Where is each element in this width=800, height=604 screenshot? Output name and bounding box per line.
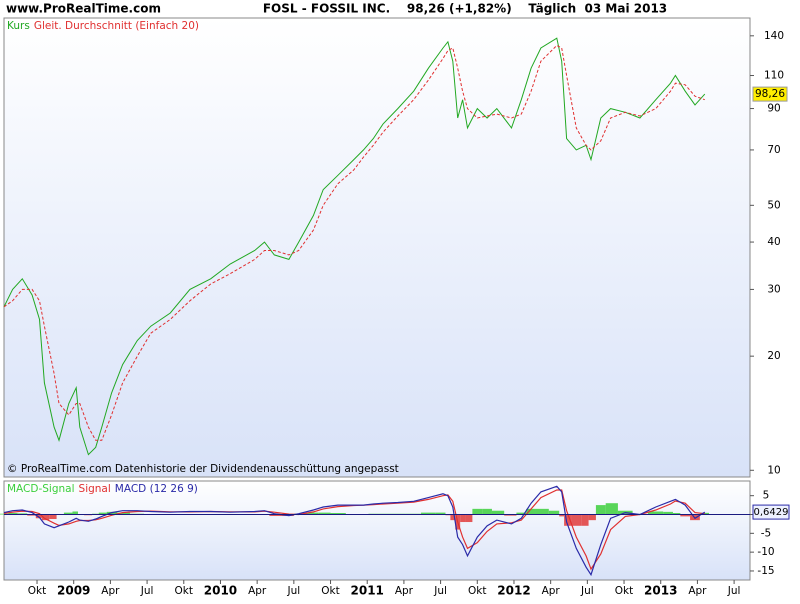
histogram-bar xyxy=(460,515,465,523)
x-tick-label: Jul xyxy=(727,585,741,597)
x-tick-label: 2013 xyxy=(644,584,677,598)
site-header: www.ProRealTime.com xyxy=(6,2,161,16)
histogram-bar xyxy=(492,511,504,515)
y-tick-label: -5 xyxy=(761,527,771,539)
histogram-bar xyxy=(589,515,596,521)
histogram-bar xyxy=(596,505,606,514)
x-tick-label: Jul xyxy=(287,585,301,597)
macd-panel xyxy=(4,481,750,580)
x-tick-label: 2010 xyxy=(204,584,237,598)
legend-entry: MACD (12 26 9) xyxy=(115,483,198,495)
x-tick-label: 2012 xyxy=(497,584,530,598)
y-tick-label: 20 xyxy=(767,350,780,362)
legend-entry: MACD-Signal xyxy=(7,483,75,495)
histogram-bar xyxy=(606,503,618,514)
legend-entry: Gleit. Durchschnitt (Einfach 20) xyxy=(34,20,199,32)
x-tick-label: 2009 xyxy=(57,584,90,598)
x-tick-label: Jul xyxy=(580,585,594,597)
y-tick-label: 40 xyxy=(767,236,780,248)
x-tick-label: Apr xyxy=(101,585,120,597)
x-tick-label: Apr xyxy=(248,585,267,597)
histogram-bar xyxy=(49,515,56,520)
histogram-bar xyxy=(581,515,588,526)
x-tick-label: Okt xyxy=(321,585,339,597)
x-tick-label: Jul xyxy=(433,585,447,597)
legend: Kurs Gleit. Durchschnitt (Einfach 20) xyxy=(7,20,199,32)
y-tick-label: 70 xyxy=(767,144,780,156)
y-tick-label: 90 xyxy=(767,103,780,115)
legend-entry: Kurs xyxy=(7,20,30,32)
x-tick-label: Okt xyxy=(175,585,193,597)
y-tick-label: -15 xyxy=(757,565,774,577)
x-tick-label: 2011 xyxy=(351,584,384,598)
y-tick-label: -10 xyxy=(757,546,774,558)
x-tick-label: Okt xyxy=(468,585,486,597)
histogram-bar xyxy=(482,509,492,515)
y-tick-label: 10 xyxy=(767,464,780,476)
legend-entry: Signal xyxy=(79,483,111,495)
last-value-label: 98,26 xyxy=(755,88,785,100)
last-value-label: 0,6429 xyxy=(754,507,789,518)
legend: MACD-Signal Signal MACD (12 26 9) xyxy=(7,483,198,495)
chart-title: FOSL - FOSSIL INC. 98,26 (+1,82%) Täglic… xyxy=(263,2,667,16)
histogram-bar xyxy=(571,515,581,526)
y-tick-label: 30 xyxy=(767,283,780,295)
x-tick-label: Jul xyxy=(140,585,154,597)
histogram-bar xyxy=(472,509,482,515)
x-tick-label: Okt xyxy=(28,585,46,597)
x-tick-label: Apr xyxy=(688,585,707,597)
x-tick-label: Okt xyxy=(615,585,633,597)
price-panel xyxy=(4,18,750,477)
histogram-bar xyxy=(536,509,549,515)
y-tick-label: 110 xyxy=(764,70,784,82)
y-tick-label: 140 xyxy=(764,30,784,42)
x-tick-label: Apr xyxy=(542,585,561,597)
histogram-bar xyxy=(549,511,559,515)
note: © ProRealTime.com Datenhistorie der Divi… xyxy=(7,463,399,475)
x-tick-label: Apr xyxy=(395,585,414,597)
y-tick-label: 50 xyxy=(767,199,780,211)
histogram-bar xyxy=(465,515,472,523)
y-tick-label: 5 xyxy=(763,490,770,502)
